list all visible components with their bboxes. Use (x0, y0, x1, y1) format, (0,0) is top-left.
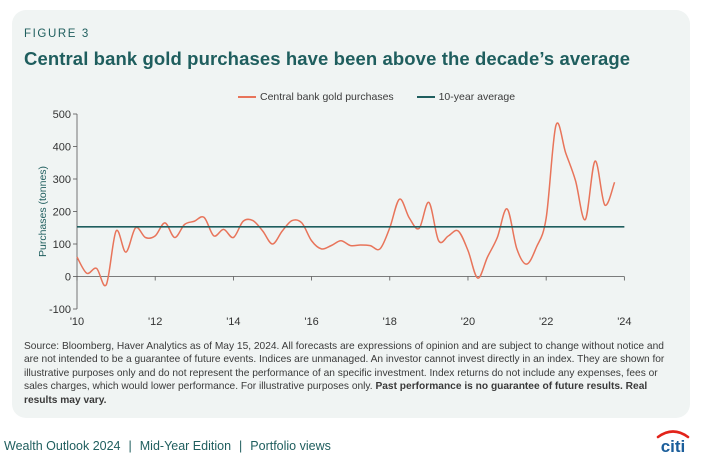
y-tick-label: 500 (53, 109, 71, 121)
y-tick-label: 200 (53, 207, 71, 219)
footer: Wealth Outlook 2024 | Mid-Year Edition | Por… (4, 439, 331, 453)
footer-edition: Mid-Year Edition (139, 439, 232, 453)
x-tick-label: '10 (70, 316, 84, 328)
x-tick-label: '22 (539, 316, 553, 328)
y-tick-label: 100 (53, 239, 71, 251)
x-tick-label: '20 (461, 316, 475, 328)
y-axis-title: Purchases (tonnes) (37, 166, 49, 257)
x-tick-label: '12 (148, 316, 162, 328)
y-tick-label: -100 (49, 304, 71, 316)
source-text: Source: Bloomberg, Haver Analytics as of… (24, 341, 665, 393)
line-chart: -100 0 100 200 300 400 500 '10 '12 '14 '16 '18 '20 '2… (37, 109, 632, 328)
legend-item-ten-year-average: 10-year average (416, 91, 516, 103)
logo-wordmark: citi (661, 437, 686, 455)
footer-publication: Wealth Outlook 2024 (4, 439, 121, 453)
chart-title: Central bank gold purchases have been ab… (24, 48, 631, 69)
source-disclaimer-bold: Past performance is no guarantee of futu… (24, 381, 648, 406)
legend-label-ten-year-average: 10-year average (438, 91, 516, 103)
figure-card (12, 10, 690, 418)
x-tick-label: '14 (226, 316, 240, 328)
x-tick-label: '24 (617, 316, 631, 328)
citi-logo: citi (656, 430, 690, 455)
series-line-gold-purchases (76, 122, 616, 287)
x-tick-label: '16 (304, 316, 318, 328)
footer-separator: | (128, 439, 132, 453)
y-tick-label: 0 (65, 272, 71, 284)
source-note: Source: Bloomberg, Haver Analytics as of… (24, 340, 674, 407)
y-tick-label: 400 (53, 142, 71, 154)
legend-swatch-ten-year-average (416, 96, 435, 98)
y-tick-label: 300 (53, 174, 71, 186)
legend-swatch-gold-purchases (238, 96, 256, 98)
footer-separator: | (239, 439, 243, 453)
chart-legend: Central bank gold purchases 10-year aver… (238, 89, 535, 103)
legend-label-gold-purchases: Central bank gold purchases (260, 91, 394, 103)
legend-item-gold-purchases: Central bank gold purchases (238, 91, 394, 103)
footer-section: Portfolio views (250, 439, 331, 453)
figure-label: FIGURE 3 (24, 28, 90, 40)
x-tick-label: '18 (383, 316, 397, 328)
